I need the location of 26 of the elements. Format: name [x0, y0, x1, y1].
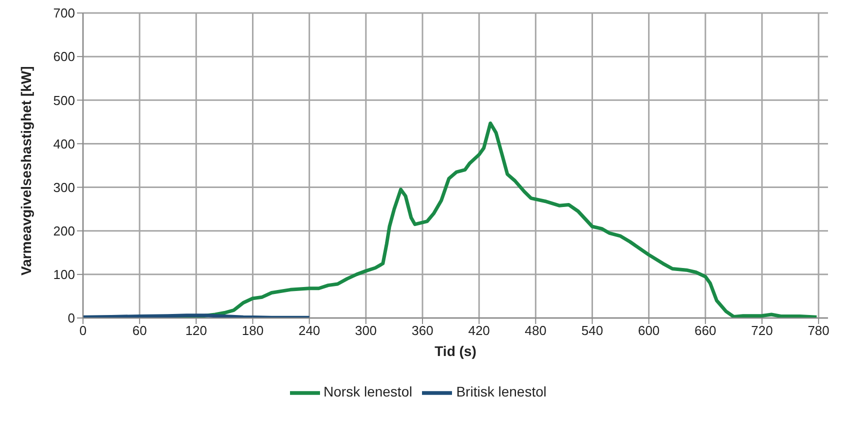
- y-tick-label: 200: [53, 223, 75, 238]
- x-axis-title: Tid (s): [434, 343, 476, 359]
- x-tick-label: 180: [242, 323, 264, 338]
- y-tick-label: 400: [53, 136, 75, 152]
- legend-label: Britisk lenestol: [456, 384, 546, 400]
- x-tick-label: 600: [638, 323, 660, 338]
- x-tick-label: 420: [468, 323, 490, 338]
- y-tick-label: 100: [53, 267, 75, 282]
- y-tick-label: 300: [53, 180, 75, 195]
- y-tick-label: 500: [53, 92, 75, 108]
- y-tick-label: 600: [53, 49, 75, 64]
- x-tick-label: 240: [298, 323, 320, 338]
- x-tick-label: 300: [355, 323, 377, 338]
- legend-label: Norsk lenestol: [324, 384, 412, 400]
- x-tick-label: 120: [185, 323, 208, 338]
- y-axis-title: Varmeavgivelseshastighet [kW]: [18, 66, 34, 276]
- y-tick-label: 700: [53, 6, 75, 21]
- x-tick-label: 0: [79, 323, 87, 338]
- x-tick-label: 780: [808, 323, 830, 338]
- x-tick-label: 60: [132, 323, 147, 338]
- x-tick-label: 360: [412, 323, 434, 338]
- y-tick-label: 0: [68, 310, 75, 326]
- x-tick-label: 540: [581, 323, 604, 338]
- x-tick-label: 480: [524, 323, 547, 338]
- x-tick-label: 720: [751, 323, 773, 338]
- x-tick-label: 660: [694, 323, 716, 338]
